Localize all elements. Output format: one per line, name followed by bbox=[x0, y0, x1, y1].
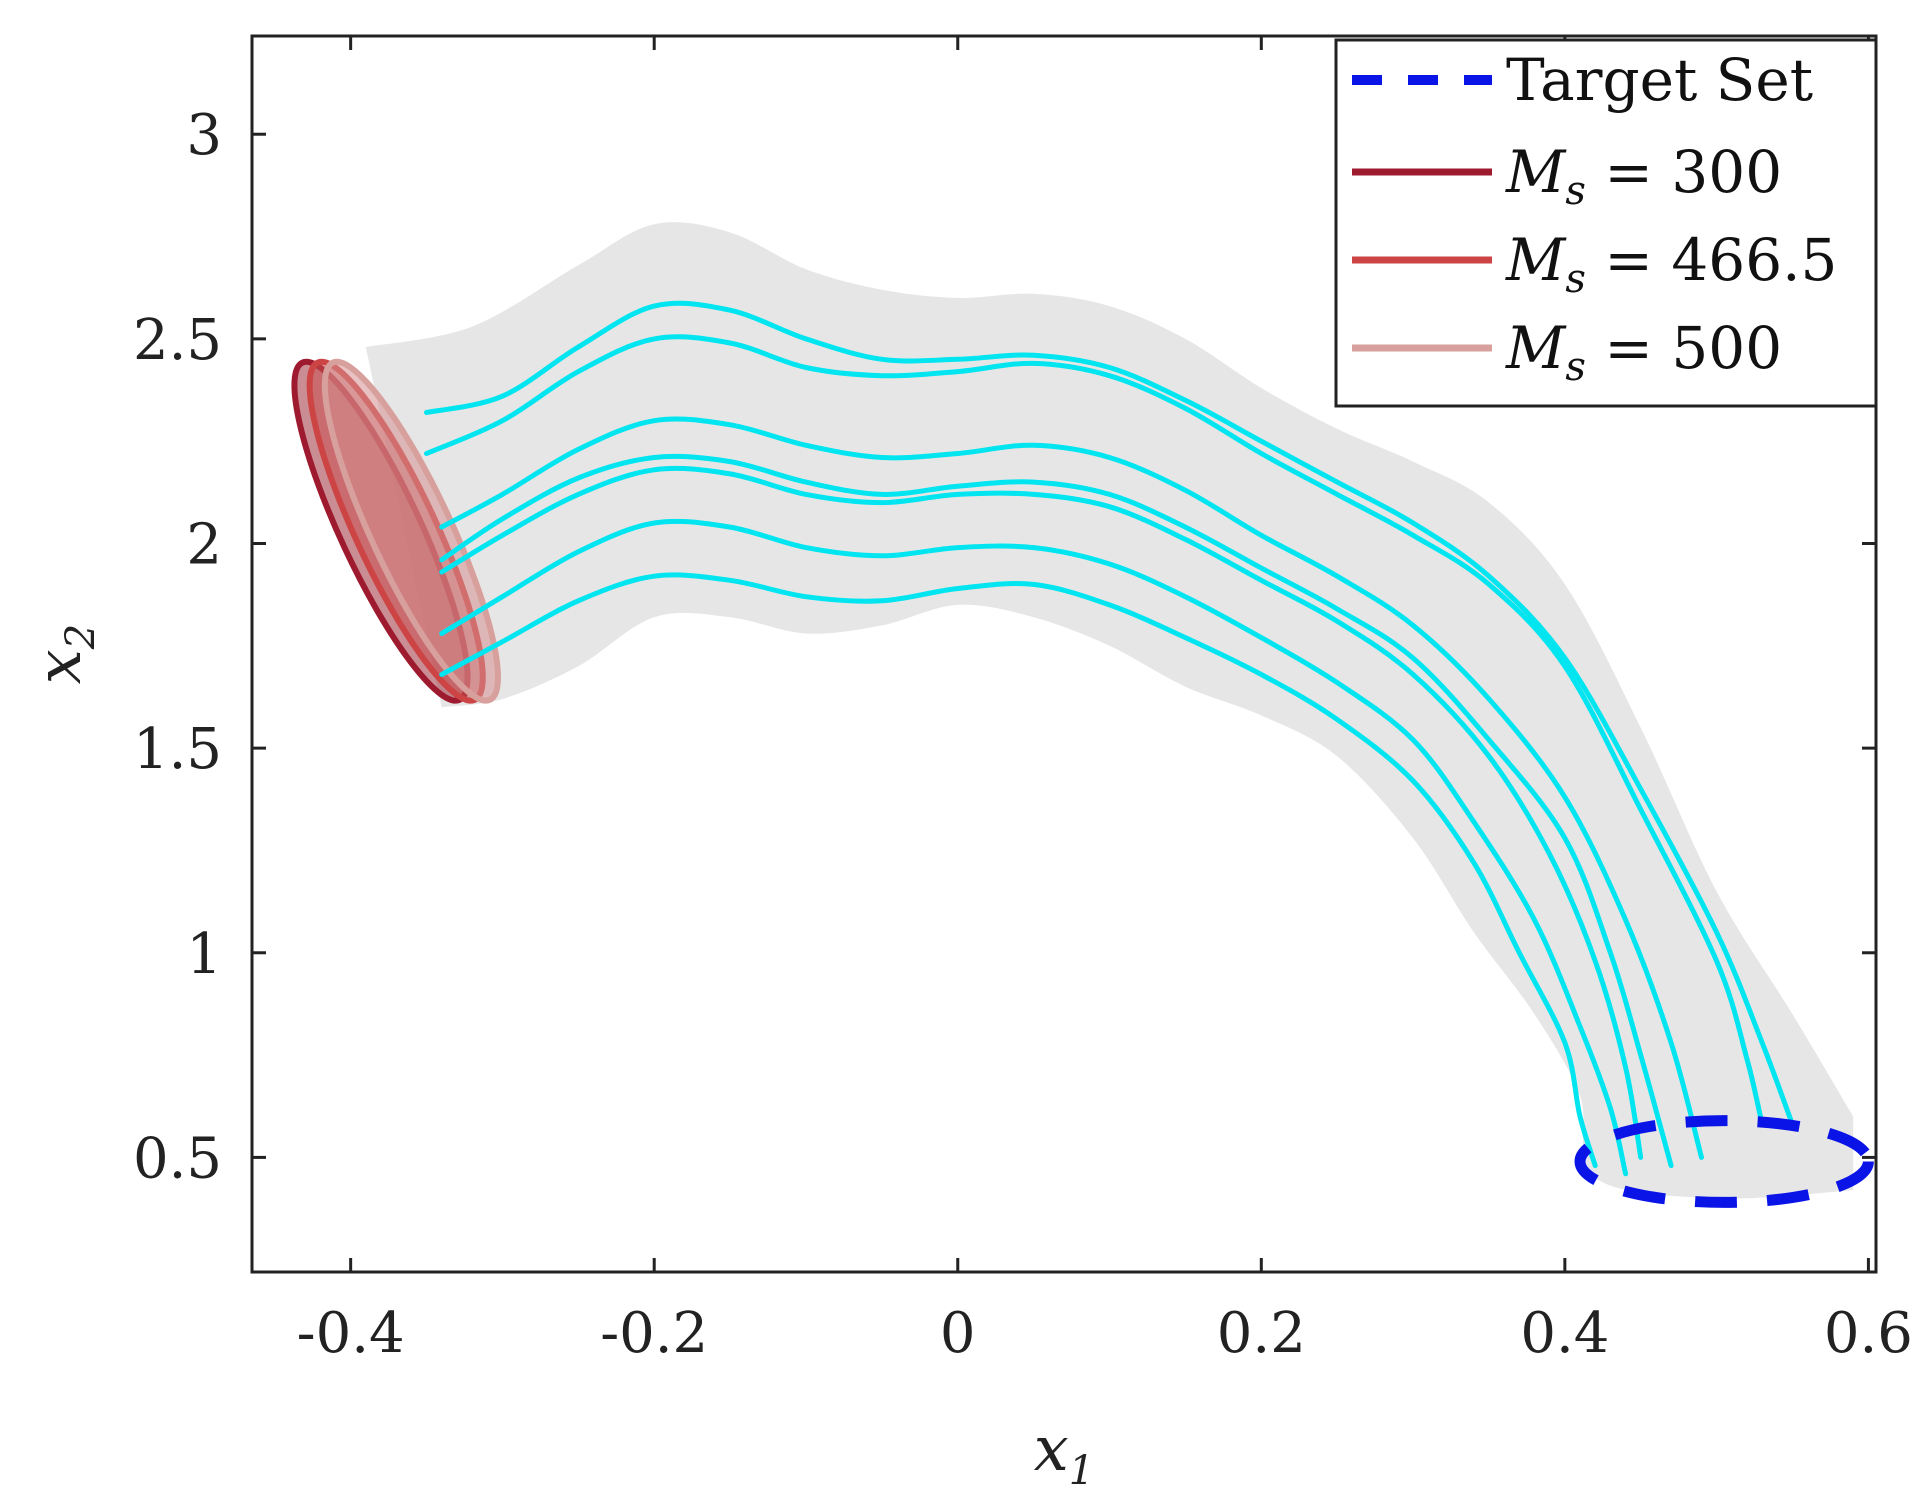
target-set-layer bbox=[1574, 1115, 1874, 1208]
initial-set-ellipse bbox=[321, 358, 501, 704]
y-axis-title-var: x bbox=[22, 649, 95, 684]
y-axis-title-sub: 2 bbox=[58, 624, 104, 650]
x-tick-label: 0.2 bbox=[1217, 1301, 1306, 1366]
legend-label-target-set: Target Set bbox=[1506, 46, 1813, 114]
y-tick-label: 1 bbox=[186, 922, 222, 987]
y-tick-label: 3 bbox=[186, 103, 222, 168]
x-axis-title: x1 bbox=[1034, 1412, 1094, 1494]
legend-label-ms-466-5: Ms = 466.5 bbox=[1505, 226, 1837, 302]
uncertainty-band-layer bbox=[365, 222, 1854, 1199]
legend-label-sub: s bbox=[1565, 344, 1586, 390]
x-tick-label: -0.4 bbox=[297, 1301, 405, 1366]
trajectory-layer bbox=[424, 300, 1795, 1177]
legend-label-value: = 300 bbox=[1586, 138, 1782, 206]
legend: Target Set Ms = 300 Ms = 466.5 Ms = 500 bbox=[1334, 38, 1878, 408]
legend-label-sub: s bbox=[1565, 168, 1586, 214]
legend-label-ms-500: Ms = 500 bbox=[1505, 314, 1782, 390]
trajectory-line bbox=[424, 300, 1795, 1128]
legend-label-var: M bbox=[1505, 226, 1567, 294]
trajectory-line bbox=[439, 453, 1674, 1169]
x-tick-label: -0.2 bbox=[600, 1301, 708, 1366]
y-tick-label: 2.5 bbox=[133, 308, 222, 373]
y-tick-label: 1.5 bbox=[133, 717, 222, 782]
legend-label-ms-300: Ms = 300 bbox=[1505, 138, 1782, 214]
legend-label-sub: s bbox=[1565, 256, 1586, 302]
y-axis-title: x2 bbox=[22, 624, 104, 684]
y-tick-label: 2 bbox=[186, 512, 222, 577]
x-axis-title-sub: 1 bbox=[1069, 1448, 1094, 1494]
trajectory-line bbox=[439, 572, 1598, 1169]
x-tick-label: 0.4 bbox=[1520, 1301, 1609, 1366]
y-tick-label: 0.5 bbox=[133, 1126, 222, 1191]
initial-set-layer bbox=[291, 358, 501, 704]
legend-label-var: M bbox=[1505, 314, 1567, 382]
legend-label-value: = 500 bbox=[1586, 314, 1782, 382]
ticks-layer: -0.4 -0.2 0 0.2 0.4 0.6 0.5 1 1.5 2 2.5 3 bbox=[133, 36, 1910, 1366]
plot-area bbox=[291, 222, 1874, 1208]
trajectory-line bbox=[439, 416, 1704, 1160]
target-set-ellipse bbox=[1574, 1115, 1874, 1208]
axes-box bbox=[250, 34, 1878, 1274]
uncertainty-band bbox=[365, 222, 1854, 1199]
x-tick-label: 0.6 bbox=[1824, 1301, 1910, 1366]
trajectory-line bbox=[439, 465, 1644, 1160]
legend-label-value: = 466.5 bbox=[1586, 226, 1838, 294]
trajectory-line bbox=[424, 334, 1765, 1128]
legend-label-var: M bbox=[1505, 138, 1567, 206]
x-tick-label: 0 bbox=[940, 1301, 976, 1366]
trajectory-line bbox=[439, 518, 1629, 1177]
x-axis-title-var: x bbox=[1034, 1412, 1069, 1485]
